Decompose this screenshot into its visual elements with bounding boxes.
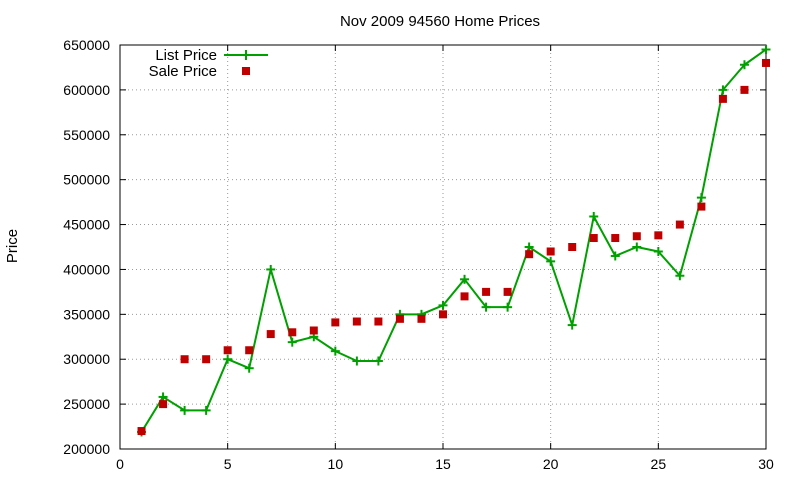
list-price-point bbox=[266, 264, 276, 274]
list-price-point bbox=[180, 405, 190, 415]
sale-price-point bbox=[503, 287, 512, 296]
list-price-point bbox=[546, 256, 556, 266]
list-price-point bbox=[675, 271, 685, 281]
sale-price-point bbox=[654, 231, 663, 240]
sale-price-point bbox=[417, 314, 426, 323]
series-list-price bbox=[137, 44, 771, 437]
sale-price-point bbox=[525, 250, 534, 259]
sale-price-point bbox=[245, 346, 254, 355]
list-price-point bbox=[739, 60, 749, 70]
y-tick-label: 400000 bbox=[63, 261, 110, 277]
list-price-point bbox=[696, 193, 706, 203]
list-price-point bbox=[460, 274, 470, 284]
sale-price-point bbox=[632, 232, 641, 241]
sale-price-point bbox=[309, 326, 318, 335]
sale-price-point bbox=[611, 234, 620, 243]
list-price-point bbox=[524, 242, 534, 252]
x-tick-label: 30 bbox=[758, 456, 774, 472]
legend-marker-sale-price bbox=[242, 67, 250, 75]
list-price-line bbox=[140, 48, 767, 433]
sale-price-point bbox=[266, 330, 275, 339]
sale-price-point bbox=[546, 247, 555, 256]
sale-price-point bbox=[374, 317, 383, 326]
chart-title: Nov 2009 94560 Home Prices bbox=[340, 13, 540, 30]
list-price-point bbox=[653, 246, 663, 256]
sale-price-point bbox=[718, 94, 727, 103]
list-price-point bbox=[201, 405, 211, 415]
list-price-point bbox=[632, 242, 642, 252]
sale-price-point bbox=[697, 202, 706, 211]
sale-price-point bbox=[395, 314, 404, 323]
list-price-point bbox=[567, 320, 577, 330]
axis-ticks: 200000 250000 300000 350000 400000 450000 5000… bbox=[63, 37, 774, 472]
sale-price-point bbox=[352, 317, 361, 326]
sale-price-point bbox=[223, 346, 232, 355]
y-tick-label: 250000 bbox=[63, 396, 110, 412]
sale-price-point bbox=[762, 58, 770, 67]
sale-price-point bbox=[159, 400, 168, 409]
x-tick-label: 20 bbox=[543, 456, 559, 472]
sale-price-point bbox=[482, 287, 491, 296]
list-price-point bbox=[481, 302, 491, 312]
y-tick-label: 200000 bbox=[63, 441, 110, 457]
list-price-point bbox=[589, 211, 599, 221]
x-tick-label: 25 bbox=[651, 456, 667, 472]
grid bbox=[120, 45, 766, 449]
series bbox=[137, 44, 771, 437]
list-price-point bbox=[352, 356, 362, 366]
legend-label-list-price: List Price bbox=[155, 47, 217, 64]
sale-price-point bbox=[331, 318, 340, 327]
list-price-point bbox=[610, 251, 620, 261]
sale-price-point bbox=[740, 85, 749, 94]
sale-price-point bbox=[568, 243, 577, 251]
list-price-point bbox=[373, 356, 383, 366]
list-price-point bbox=[244, 363, 254, 373]
list-price-point bbox=[761, 44, 771, 54]
list-price-point bbox=[287, 337, 297, 347]
legend-marker-list-price bbox=[241, 50, 251, 60]
series-sale-price bbox=[137, 58, 770, 436]
y-axis-label: Price bbox=[4, 229, 21, 263]
x-tick-label: 0 bbox=[116, 456, 124, 472]
sale-price-point bbox=[675, 220, 684, 229]
list-price-point bbox=[330, 346, 340, 356]
x-tick-label: 5 bbox=[224, 456, 232, 472]
list-price-point bbox=[223, 354, 233, 364]
sale-price-point bbox=[288, 328, 297, 337]
y-tick-label: 300000 bbox=[63, 351, 110, 367]
list-price-point bbox=[718, 85, 728, 95]
y-tick-label: 550000 bbox=[63, 127, 110, 143]
sale-price-point bbox=[202, 355, 211, 364]
sale-price-point bbox=[137, 427, 146, 436]
x-tick-label: 10 bbox=[328, 456, 344, 472]
y-tick-label: 650000 bbox=[63, 37, 110, 53]
sale-price-point bbox=[460, 292, 469, 301]
list-price-point bbox=[438, 300, 448, 310]
y-tick-label: 350000 bbox=[63, 306, 110, 322]
x-tick-label: 15 bbox=[435, 456, 451, 472]
sale-price-point bbox=[180, 355, 189, 364]
legend: List Price Sale Price bbox=[149, 47, 268, 80]
legend-label-sale-price: Sale Price bbox=[149, 63, 217, 80]
sale-price-point bbox=[589, 234, 598, 243]
y-tick-label: 600000 bbox=[63, 82, 110, 98]
y-tick-label: 450000 bbox=[63, 217, 110, 233]
y-tick-label: 500000 bbox=[63, 172, 110, 188]
sale-price-point bbox=[439, 310, 447, 319]
list-price-point bbox=[158, 392, 168, 402]
list-price-point bbox=[503, 302, 513, 312]
